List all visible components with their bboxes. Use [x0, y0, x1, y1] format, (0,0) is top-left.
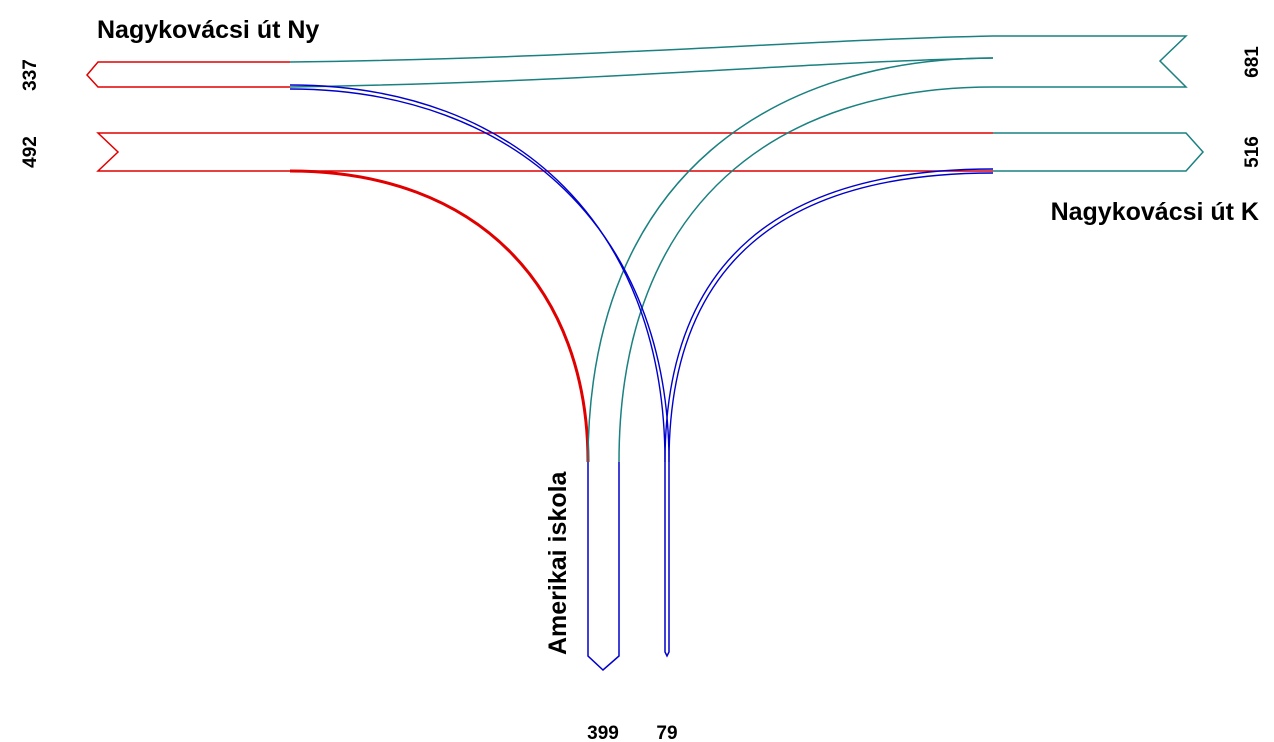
south-count-out: 399: [587, 723, 619, 742]
flow-south-to-west-a: [289, 84, 666, 463]
south-incoming-tail: [664, 462, 670, 658]
flow-south-to-east-a: [664, 168, 994, 463]
west-arm-name: Nagykovácsi út Ny: [97, 16, 319, 44]
east-incoming-arrow: [993, 132, 1205, 172]
flow-east-to-west-top: [289, 35, 994, 63]
east-count-in: 516: [1242, 136, 1263, 168]
east-outgoing-tail: [993, 35, 1188, 88]
flow-west-to-south: [289, 169, 590, 463]
west-count-out: 337: [20, 59, 41, 91]
west-count-in: 492: [20, 136, 41, 168]
south-count-in: 79: [656, 723, 677, 742]
west-incoming-tail: [96, 132, 290, 172]
east-arm-name: Nagykovácsi út K: [1051, 198, 1259, 226]
flow-east-to-south-inner: [618, 86, 994, 463]
east-count-out: 681: [1242, 46, 1263, 78]
flow-south-to-east-b: [668, 172, 994, 463]
flow-east-to-south-outer: [587, 57, 994, 463]
flow-south-to-west-b: [289, 88, 670, 463]
flow-east-to-west-bottom: [289, 57, 994, 88]
south-arm-name: Amerikai iskola: [544, 470, 572, 655]
south-outgoing-arrow: [587, 462, 620, 672]
west-outgoing-arrow: [86, 61, 290, 88]
